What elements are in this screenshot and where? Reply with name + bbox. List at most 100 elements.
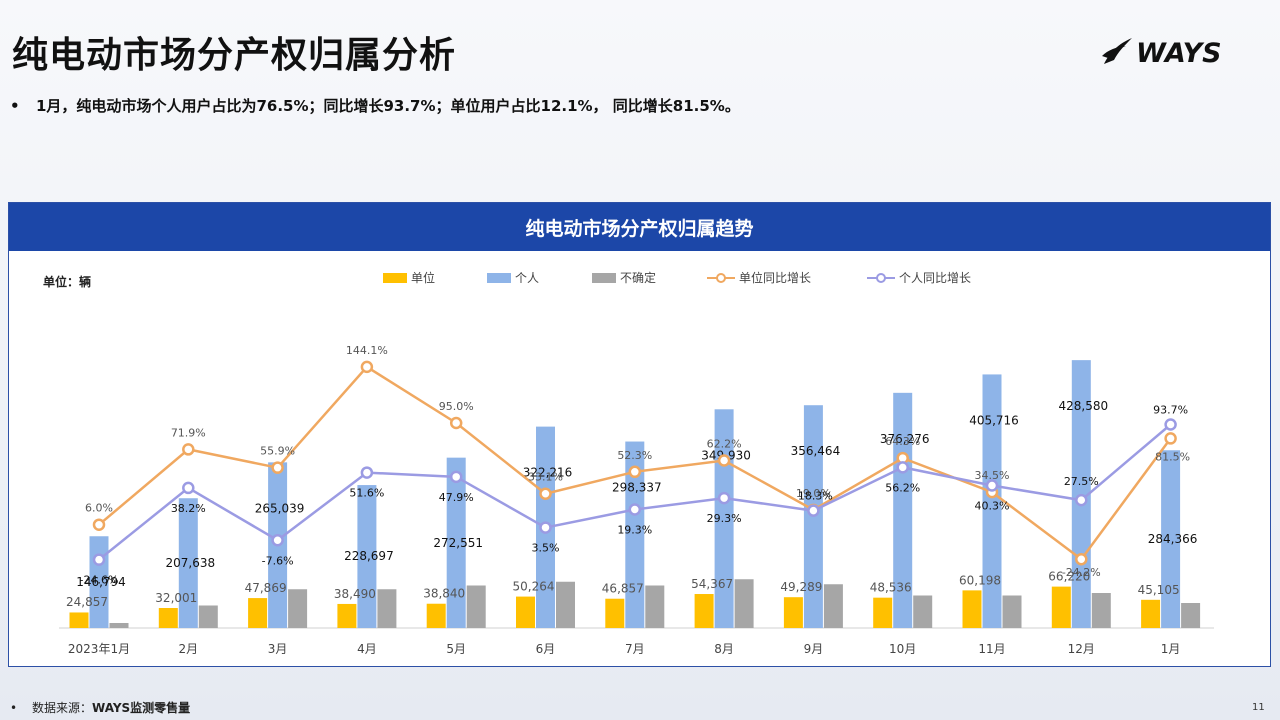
- individual-yoy-label: 40.3%: [975, 500, 1010, 513]
- x-tick-label: 2月: [178, 642, 198, 656]
- unit-bar-label: 60,198: [959, 573, 1001, 587]
- page-number: 11: [1252, 702, 1265, 713]
- unit-bar: [158, 607, 178, 628]
- uncertain-bar: [734, 579, 754, 628]
- unit-bar-label: 54,367: [691, 577, 733, 591]
- legend-label-3: 单位同比增长: [739, 270, 811, 285]
- unit-yoy-point: [1164, 432, 1177, 445]
- individual-yoy-point: [896, 461, 909, 474]
- individual-bar-label: 146,794: [76, 575, 126, 589]
- x-tick-label: 12月: [1068, 642, 1095, 656]
- individual-bar-label: 428,580: [1058, 399, 1108, 413]
- unit-yoy-label: 55.9%: [260, 445, 295, 458]
- unit-bar-label: 48,536: [870, 581, 912, 595]
- legend-swatch-0: [383, 273, 407, 283]
- logo-text: WAYS: [1136, 38, 1222, 69]
- individual-bar: [625, 441, 645, 628]
- individual-bar: [893, 392, 913, 628]
- footer-source-value: WAYS监测零售量: [92, 701, 191, 715]
- uncertain-bar: [109, 623, 129, 628]
- legend-label-2: 不确定: [620, 270, 656, 285]
- unit-bar-label: 46,857: [602, 582, 644, 596]
- unit-bar-label: 50,264: [513, 580, 555, 594]
- unit-yoy-point: [539, 487, 552, 500]
- individual-yoy-point: [807, 504, 820, 517]
- individual-yoy-label: 56.2%: [885, 481, 920, 494]
- individual-bar-label: 298,337: [612, 481, 662, 495]
- unit-yoy-point: [1075, 552, 1088, 566]
- unit-yoy-point: [628, 465, 642, 479]
- individual-yoy-label: -24.6%: [80, 574, 119, 587]
- legend-label-0: 单位: [411, 270, 435, 285]
- individual-bar-label: 356,464: [791, 444, 841, 458]
- individual-yoy-label: 18.3%: [798, 490, 833, 503]
- individual-yoy-point: [1164, 418, 1177, 431]
- unit-bar: [783, 597, 803, 628]
- summary-line: • 1月，纯电动市场个人用户占比为76.5%；同比增长93.7%；单位用户占比12…: [10, 95, 740, 116]
- unit-bar-label: 24,857: [66, 595, 108, 609]
- individual-yoy-label: 38.2%: [171, 502, 206, 515]
- individual-yoy-point: [539, 521, 552, 534]
- x-tick-label: 10月: [889, 642, 916, 656]
- unit-yoy-point: [360, 360, 374, 374]
- individual-yoy-label: 19.3%: [617, 524, 652, 537]
- individual-yoy-label: 29.3%: [707, 512, 742, 525]
- unit-label: 单位：辆: [43, 274, 91, 289]
- unit-bar-label: 38,490: [334, 587, 376, 601]
- individual-bar: [982, 374, 1002, 628]
- unit-yoy-label: 81.5%: [1155, 450, 1190, 463]
- legend-marker-3: [716, 273, 726, 283]
- individual-yoy-point: [628, 503, 642, 516]
- individual-bar-label: 284,366: [1148, 532, 1198, 546]
- individual-yoy-point: [985, 479, 999, 492]
- individual-yoy-label: 51.6%: [349, 487, 384, 500]
- chart-panel: 纯电动市场分产权归属趋势 单位：辆 单位 个人 不确定 单位同比增长 个人同比增长 2023…: [8, 202, 1271, 667]
- unit-bar: [1141, 599, 1161, 628]
- unit-yoy-point: [182, 443, 195, 456]
- x-tick-label: 4月: [357, 642, 377, 656]
- unit-bar: [426, 603, 446, 628]
- unit-bar: [873, 597, 893, 628]
- individual-yoy-label: 47.9%: [439, 491, 474, 504]
- x-tick-label: 6月: [536, 642, 556, 656]
- footer-source: • 数据来源：WAYS监测零售量: [10, 699, 190, 716]
- unit-yoy-label: 34.5%: [975, 469, 1010, 482]
- unit-bar: [516, 596, 535, 628]
- unit-yoy-label: 19.0%: [796, 487, 831, 500]
- individual-bar: [357, 485, 377, 628]
- individual-bar-label: 272,551: [433, 536, 483, 550]
- unit-yoy-point: [92, 518, 106, 531]
- individual-yoy-point: [92, 553, 106, 566]
- legend-label-4: 个人同比增长: [899, 271, 971, 285]
- individual-yoy-label: 27.5%: [1064, 475, 1099, 488]
- x-tick-label: 7月: [625, 642, 645, 656]
- chart-canvas: 单位：辆 单位 个人 不确定 单位同比增长 个人同比增长 2023年1月 2月 3月 4月 5月 6月…: [43, 270, 1214, 656]
- unit-bar-label: 45,105: [1138, 583, 1180, 597]
- page-title: 纯电动市场分产权归属分析: [12, 35, 457, 76]
- uncertain-bar: [913, 595, 933, 628]
- unit-bar: [694, 594, 714, 628]
- uncertain-bar: [1091, 593, 1111, 628]
- footer-bullet: •: [10, 701, 18, 715]
- individual-yoy-point: [1075, 493, 1088, 507]
- individual-yoy-label: 3.5%: [532, 542, 560, 555]
- unit-yoy-label: 6.0%: [85, 502, 113, 515]
- individual-yoy-point: [717, 491, 731, 505]
- bullet-icon: •: [10, 97, 20, 115]
- legend-swatch-2: [592, 273, 616, 283]
- ways-logo: WAYS: [1100, 34, 1222, 74]
- individual-yoy-point: [182, 481, 195, 495]
- individual-bar-label: 228,697: [344, 549, 394, 563]
- individual-yoy-point: [449, 470, 463, 484]
- uncertain-bar: [1181, 603, 1201, 628]
- unit-bar-label: 47,869: [245, 581, 287, 595]
- unit-bar: [605, 598, 625, 628]
- unit-yoy-label: 62.2%: [707, 437, 742, 450]
- individual-bar-label: 405,716: [969, 413, 1019, 427]
- individual-yoy-label: -7.6%: [262, 554, 294, 567]
- unit-bar: [1051, 586, 1071, 628]
- uncertain-bar: [466, 585, 486, 628]
- individual-bar-label: 376,276: [880, 432, 930, 446]
- legend-marker-4: [876, 273, 886, 283]
- unit-yoy-point: [271, 461, 284, 474]
